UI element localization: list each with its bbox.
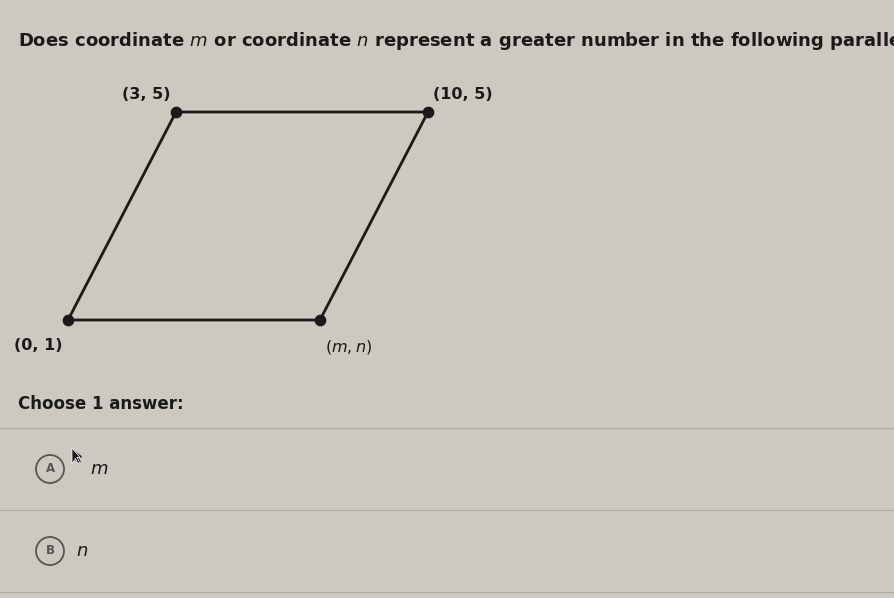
Polygon shape [72, 448, 80, 464]
Point [421, 107, 435, 117]
Point [61, 315, 75, 325]
Text: Choose 1 answer:: Choose 1 answer: [18, 395, 183, 413]
Text: (10, 5): (10, 5) [433, 87, 493, 102]
Text: (0, 1): (0, 1) [14, 338, 63, 353]
Text: (3, 5): (3, 5) [122, 87, 171, 102]
Text: $(m, n)$: $(m, n)$ [325, 338, 372, 356]
Text: $m$: $m$ [90, 460, 108, 478]
Point [313, 315, 327, 325]
Text: B: B [46, 545, 55, 557]
Text: A: A [46, 462, 55, 475]
Text: $n$: $n$ [76, 542, 89, 560]
Point [169, 107, 183, 117]
Text: Does coordinate $m$ or coordinate $n$ represent a greater number in the followin: Does coordinate $m$ or coordinate $n$ re… [18, 30, 894, 52]
